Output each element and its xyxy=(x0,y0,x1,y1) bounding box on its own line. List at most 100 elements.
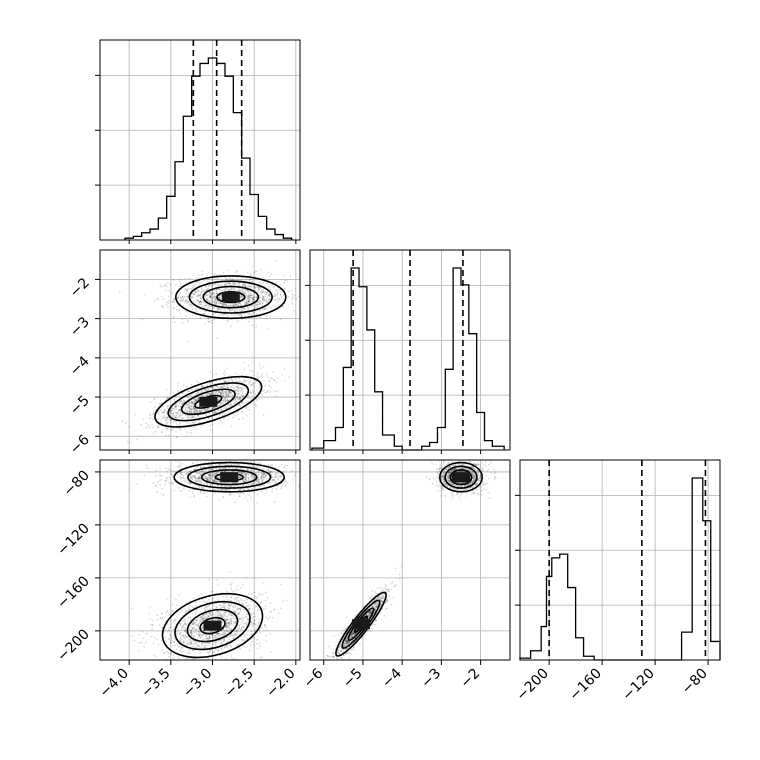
sample-point xyxy=(210,293,213,296)
sample-point xyxy=(233,463,236,465)
sample-point xyxy=(190,411,193,414)
sample-point xyxy=(231,303,233,305)
sample-point xyxy=(271,283,273,286)
sample-point xyxy=(190,629,192,632)
sample-point xyxy=(205,482,208,484)
sample-point xyxy=(241,318,243,321)
sample-point xyxy=(211,286,213,288)
sample-point xyxy=(175,436,178,438)
sample-point xyxy=(142,418,145,420)
sample-point xyxy=(252,383,254,385)
sample-point xyxy=(192,416,195,419)
sample-point xyxy=(240,391,243,393)
sample-point xyxy=(252,300,255,303)
sample-point xyxy=(217,399,219,402)
sample-point xyxy=(190,643,193,645)
sample-point xyxy=(257,477,259,479)
sample-point xyxy=(262,295,264,297)
sample-point xyxy=(228,405,231,407)
sample-point xyxy=(204,294,207,296)
sample-point xyxy=(201,409,203,412)
sample-point xyxy=(243,480,246,483)
sample-point xyxy=(286,482,289,484)
sample-point xyxy=(175,284,177,286)
sample-point xyxy=(225,394,227,396)
sample-point xyxy=(231,394,234,397)
sample-point xyxy=(237,302,240,304)
sample-point xyxy=(235,302,237,305)
sample-point xyxy=(213,313,215,316)
sample-point xyxy=(190,408,192,411)
sample-point xyxy=(248,297,251,300)
sample-point xyxy=(240,313,242,315)
sample-point xyxy=(276,292,279,295)
sample-point xyxy=(262,296,264,298)
sample-point xyxy=(221,289,223,292)
sample-point xyxy=(268,298,270,300)
sample-point xyxy=(207,307,209,309)
sample-point xyxy=(185,310,188,313)
sample-point xyxy=(180,478,182,480)
sample-point xyxy=(144,293,146,296)
sample-point xyxy=(185,632,187,634)
sample-point xyxy=(268,294,271,296)
sample-point xyxy=(166,598,168,600)
sample-point xyxy=(224,396,226,398)
sample-point xyxy=(254,382,256,384)
sample-point xyxy=(258,293,261,296)
sample-point xyxy=(221,394,224,397)
sample-point xyxy=(241,602,243,604)
sample-point xyxy=(225,304,227,306)
sample-point xyxy=(218,392,220,394)
sample-point xyxy=(259,462,262,464)
sample-point xyxy=(201,273,203,276)
sample-point xyxy=(228,309,231,312)
sample-point xyxy=(183,641,185,644)
sample-point xyxy=(209,474,212,477)
sample-point xyxy=(222,496,224,499)
sample-point xyxy=(174,644,177,647)
sample-point xyxy=(251,632,253,635)
sample-point xyxy=(179,489,181,492)
sample-point xyxy=(224,289,226,291)
sample-point xyxy=(235,620,237,623)
sample-point xyxy=(195,477,197,479)
sample-point xyxy=(191,292,194,295)
sample-point xyxy=(252,478,254,481)
sample-point xyxy=(213,302,216,304)
sample-point xyxy=(215,288,217,291)
sample-point xyxy=(197,471,200,473)
sample-point xyxy=(247,618,249,621)
sample-point xyxy=(258,288,260,291)
sample-point xyxy=(236,627,238,629)
sample-point xyxy=(160,616,162,619)
sample-point xyxy=(213,630,215,633)
sample-point xyxy=(187,340,189,343)
sample-point xyxy=(223,470,226,473)
sample-point xyxy=(248,483,250,486)
sample-point xyxy=(215,391,217,393)
samples xyxy=(129,460,300,660)
sample-point xyxy=(222,396,225,398)
sample-point xyxy=(198,480,201,483)
sample-point xyxy=(119,291,121,293)
sample-point xyxy=(207,407,210,410)
sample-point xyxy=(238,302,240,304)
sample-point xyxy=(238,309,241,311)
sample-point xyxy=(194,421,196,423)
sample-point xyxy=(238,624,241,627)
sample-point xyxy=(233,310,236,313)
sample-point xyxy=(215,301,218,304)
sample-point xyxy=(271,487,274,490)
sample-point xyxy=(231,287,233,289)
sample-point xyxy=(240,394,242,397)
sample-point xyxy=(214,303,217,306)
sample-point xyxy=(207,320,209,323)
sample-point xyxy=(209,296,212,298)
sample-point xyxy=(274,480,277,483)
sample-point xyxy=(269,481,272,484)
sample-point xyxy=(234,398,236,401)
sample-point xyxy=(294,472,297,475)
sample-point xyxy=(180,402,183,405)
sample-point xyxy=(211,305,213,308)
